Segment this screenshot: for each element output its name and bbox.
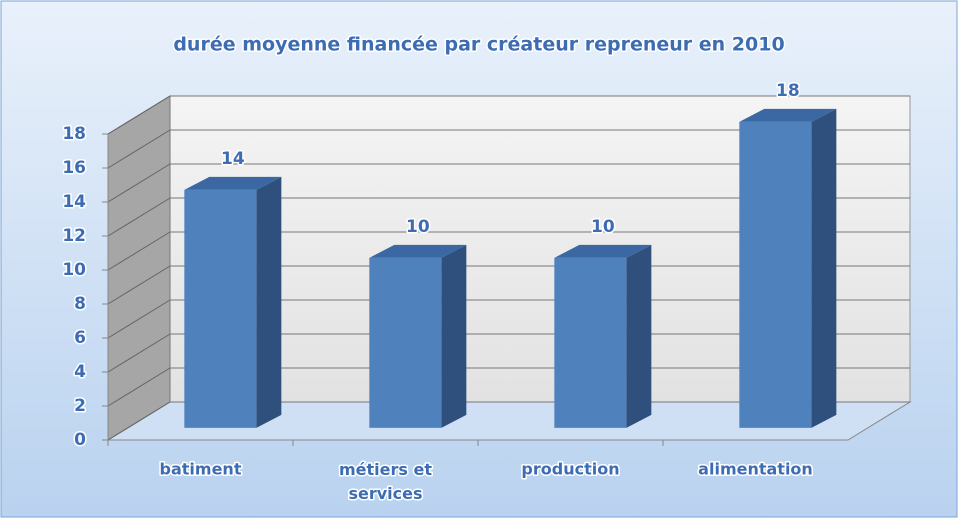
bar — [739, 121, 812, 428]
bar-top — [739, 108, 837, 122]
y-tick-label: 14 — [62, 192, 86, 212]
bar-side — [811, 108, 837, 428]
bar — [554, 257, 627, 428]
grid-line — [107, 265, 171, 305]
grid-line — [107, 333, 171, 373]
grid-line — [107, 197, 171, 237]
grid-line — [107, 163, 171, 203]
y-tick-label: 12 — [62, 226, 86, 246]
bar-top — [184, 176, 282, 190]
bar-side — [626, 244, 652, 428]
bar — [184, 189, 257, 428]
grid-line — [107, 231, 171, 271]
chart-title: durée moyenne financée par créateur repr… — [173, 34, 784, 56]
y-tick-label: 18 — [62, 124, 86, 144]
y-tick-label: 10 — [62, 260, 86, 280]
y-tick-label: 4 — [74, 362, 86, 382]
grid-line — [107, 401, 171, 441]
data-label: 10 — [591, 217, 615, 237]
x-tick-label: alimentation — [698, 460, 813, 479]
bar-top — [554, 244, 652, 258]
y-tick-label: 16 — [62, 158, 86, 178]
grid-line — [107, 299, 171, 339]
data-label: 18 — [776, 81, 800, 101]
bar-side — [256, 176, 282, 428]
data-label: 14 — [221, 149, 245, 169]
grid-line — [107, 367, 171, 407]
data-label: 10 — [406, 217, 430, 237]
y-tick-label: 6 — [74, 328, 86, 348]
bar — [369, 257, 442, 428]
x-tick-label: batiment — [160, 460, 242, 479]
x-tick-label: production — [521, 460, 619, 479]
side-wall — [107, 95, 171, 441]
bar-side — [441, 244, 467, 428]
y-tick-label: 8 — [74, 294, 86, 314]
grid-line — [107, 129, 171, 169]
y-tick-label: 0 — [74, 430, 86, 450]
x-tick-label: métiers et services — [339, 460, 432, 503]
bar-top — [369, 244, 467, 258]
grid-line — [107, 95, 171, 135]
y-tick-label: 2 — [74, 396, 86, 416]
